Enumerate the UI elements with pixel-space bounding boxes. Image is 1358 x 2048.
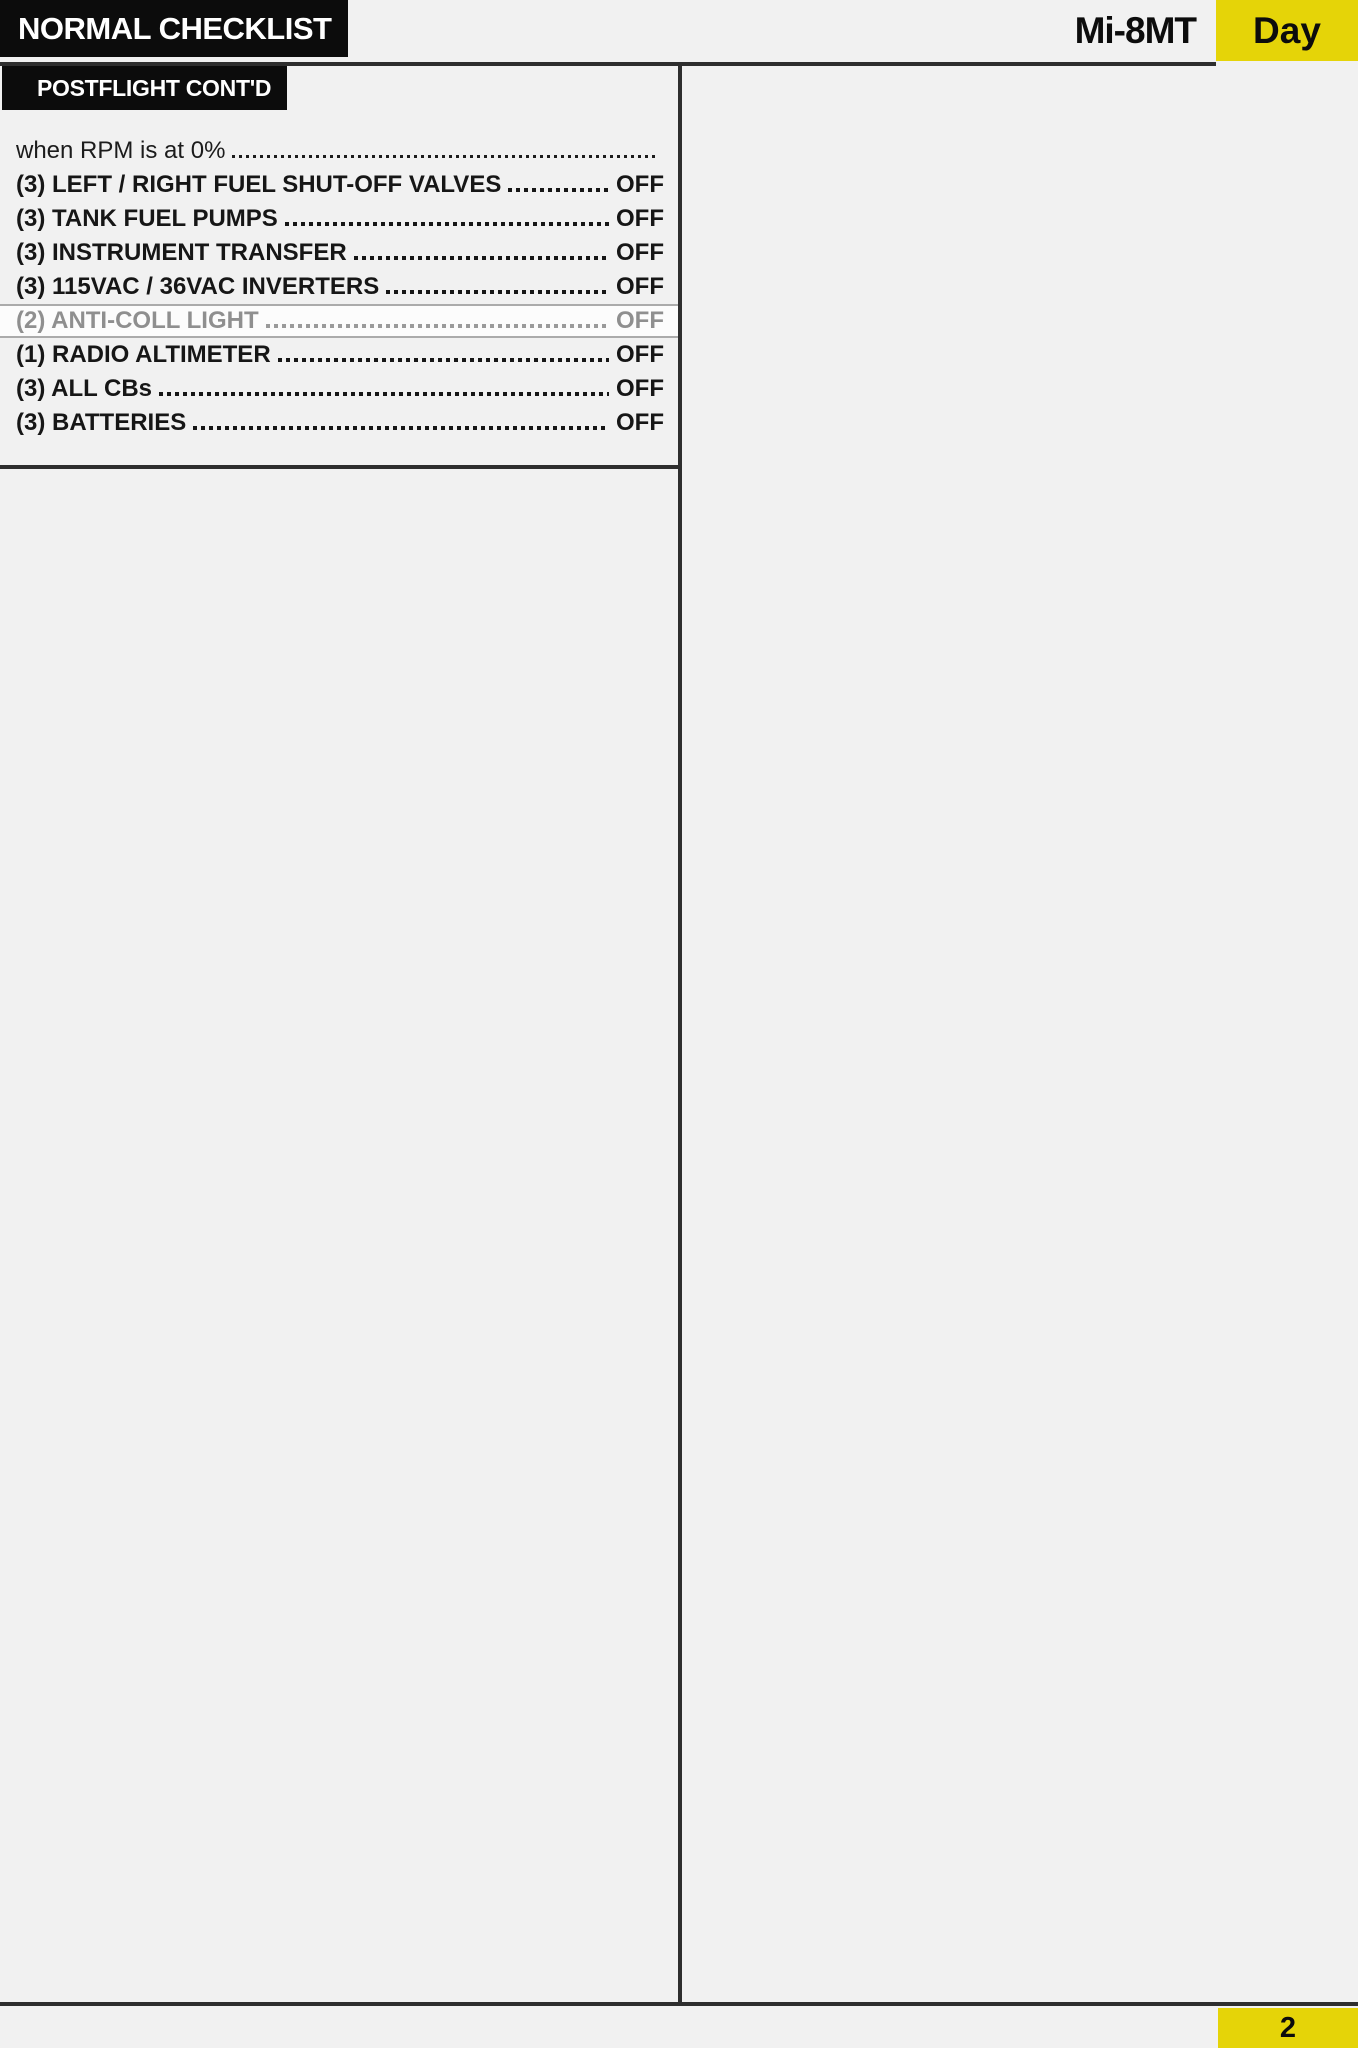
- dotted-leader: [232, 155, 657, 158]
- checklist: when RPM is at 0% (3) LEFT / RIGHT FUEL …: [0, 134, 680, 440]
- dotted-leader: [353, 256, 609, 260]
- page-number-badge: 2: [1218, 2008, 1358, 2048]
- checklist-item-value: OFF: [616, 341, 664, 368]
- checklist-item: (3) LEFT / RIGHT FUEL SHUT-OFF VALVES OF…: [0, 168, 680, 202]
- checklist-item-value: OFF: [616, 239, 664, 266]
- checklist-item-value: OFF: [616, 375, 664, 402]
- dotted-leader: [284, 222, 609, 226]
- checklist-item-label: (2) ANTI-COLL LIGHT: [16, 307, 259, 334]
- checklist-item: (3) INSTRUMENT TRANSFER OFF: [0, 236, 680, 270]
- checklist-item-value: OFF: [616, 409, 664, 436]
- day-mode-badge: Day: [1216, 0, 1358, 61]
- checklist-item: (3) TANK FUEL PUMPS OFF: [0, 202, 680, 236]
- checklist-item: when RPM is at 0%: [0, 134, 680, 168]
- checklist-item-label: (1) RADIO ALTIMETER: [16, 341, 271, 368]
- checklist-item-label: when RPM is at 0%: [16, 137, 226, 164]
- checklist-item-label: (3) ALL CBs: [16, 375, 153, 402]
- page-number-text: 2: [1279, 2011, 1297, 2044]
- checklist-item-label: (3) BATTERIES: [16, 409, 187, 436]
- checklist-item: (3) 115VAC / 36VAC INVERTERS OFF: [0, 270, 680, 304]
- header-divider: [0, 62, 1216, 66]
- aircraft-name: Mi-8MT: [1074, 0, 1197, 61]
- checklist-item: (2) ANTI-COLL LIGHT OFF: [0, 304, 680, 338]
- checklist-item: (3) BATTERIES OFF: [0, 406, 680, 440]
- dotted-leader: [386, 290, 609, 294]
- checklist-item-value: OFF: [616, 307, 664, 334]
- checklist-item-value: OFF: [616, 273, 664, 300]
- document-title-text: NORMAL CHECKLIST: [18, 10, 332, 46]
- checklist-item-label: (3) INSTRUMENT TRANSFER: [16, 239, 347, 266]
- column-divider: [678, 62, 682, 2002]
- checklist-item-label: (3) LEFT / RIGHT FUEL SHUT-OFF VALVES: [16, 171, 502, 198]
- dotted-leader: [193, 426, 609, 430]
- dotted-leader: [159, 392, 609, 396]
- checklist-item-value: OFF: [616, 205, 664, 232]
- checklist-item-label: (3) 115VAC / 36VAC INVERTERS: [16, 273, 380, 300]
- dotted-leader: [508, 188, 609, 192]
- dotted-leader: [277, 358, 609, 362]
- footer-divider: [0, 2002, 1358, 2006]
- section-end-divider: [0, 465, 680, 469]
- aircraft-name-text: Mi-8MT: [1074, 9, 1197, 51]
- checklist-item-label: (3) TANK FUEL PUMPS: [16, 205, 278, 232]
- checklist-item: (1) RADIO ALTIMETER OFF: [0, 338, 680, 372]
- dotted-leader: [265, 324, 609, 328]
- section-title: POSTFLIGHT CONT'D: [2, 66, 288, 110]
- section-title-text: POSTFLIGHT CONT'D: [37, 74, 272, 101]
- checklist-item: (3) ALL CBs OFF: [0, 372, 680, 406]
- document-title: NORMAL CHECKLIST: [0, 0, 349, 57]
- checklist-item-value: OFF: [616, 171, 664, 198]
- day-mode-label: Day: [1253, 9, 1321, 51]
